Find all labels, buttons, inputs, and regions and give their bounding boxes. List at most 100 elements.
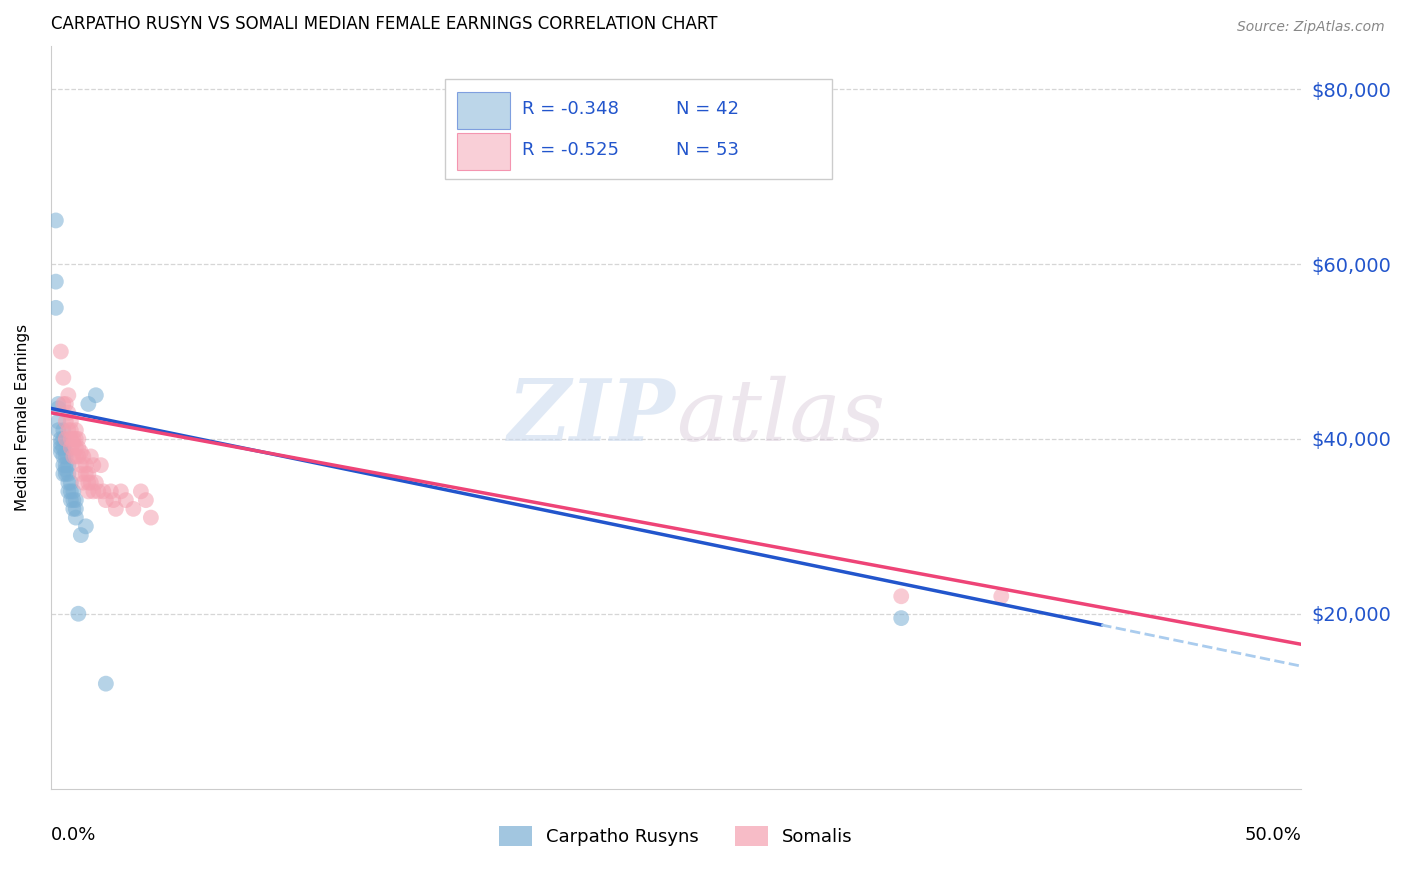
Point bbox=[52, 423, 75, 437]
Point bbox=[62, 493, 84, 508]
Point bbox=[46, 414, 69, 428]
Point bbox=[72, 475, 94, 490]
Point bbox=[75, 519, 97, 533]
Point bbox=[67, 607, 90, 621]
Y-axis label: Median Female Earnings: Median Female Earnings bbox=[15, 324, 30, 510]
Point bbox=[67, 450, 90, 464]
Point bbox=[59, 423, 82, 437]
Text: 0.0%: 0.0% bbox=[51, 826, 96, 844]
Point bbox=[82, 484, 104, 499]
Point bbox=[49, 441, 72, 455]
Text: CARPATHO RUSYN VS SOMALI MEDIAN FEMALE EARNINGS CORRELATION CHART: CARPATHO RUSYN VS SOMALI MEDIAN FEMALE E… bbox=[51, 15, 717, 33]
Point bbox=[55, 445, 77, 459]
Point bbox=[59, 432, 82, 446]
Point bbox=[65, 493, 87, 508]
Point bbox=[59, 484, 82, 499]
Point bbox=[49, 432, 72, 446]
Text: R = -0.348: R = -0.348 bbox=[522, 100, 619, 118]
Point bbox=[58, 467, 80, 481]
Point bbox=[59, 441, 82, 455]
Point bbox=[46, 397, 69, 411]
Point bbox=[70, 458, 93, 472]
Point bbox=[55, 397, 77, 411]
Point bbox=[58, 484, 80, 499]
Point bbox=[890, 611, 912, 625]
Point bbox=[62, 436, 84, 450]
Text: atlas: atlas bbox=[676, 376, 886, 458]
Point bbox=[75, 467, 97, 481]
Text: R = -0.525: R = -0.525 bbox=[522, 141, 619, 159]
Point bbox=[52, 467, 75, 481]
Point bbox=[59, 414, 82, 428]
Point bbox=[55, 414, 77, 428]
Point bbox=[67, 441, 90, 455]
Point bbox=[52, 397, 75, 411]
Point bbox=[59, 475, 82, 490]
Point bbox=[65, 501, 87, 516]
Point bbox=[122, 501, 145, 516]
Point bbox=[59, 493, 82, 508]
Point bbox=[65, 432, 87, 446]
Point bbox=[70, 467, 93, 481]
Point bbox=[135, 493, 157, 508]
Point bbox=[77, 484, 100, 499]
Text: ZIP: ZIP bbox=[508, 376, 676, 458]
Point bbox=[87, 484, 110, 499]
Point bbox=[55, 467, 77, 481]
Point bbox=[55, 462, 77, 476]
Point bbox=[93, 484, 115, 499]
Point bbox=[65, 423, 87, 437]
Point bbox=[52, 450, 75, 464]
Point bbox=[84, 475, 107, 490]
Point bbox=[77, 475, 100, 490]
Point bbox=[45, 301, 67, 315]
FancyBboxPatch shape bbox=[457, 133, 510, 169]
Point bbox=[77, 467, 100, 481]
Point bbox=[139, 510, 162, 524]
Point bbox=[129, 484, 152, 499]
Point bbox=[62, 484, 84, 499]
Point bbox=[94, 493, 117, 508]
Point bbox=[62, 501, 84, 516]
Point bbox=[45, 275, 67, 289]
Text: N = 53: N = 53 bbox=[676, 141, 740, 159]
FancyBboxPatch shape bbox=[457, 93, 510, 128]
Text: Source: ZipAtlas.com: Source: ZipAtlas.com bbox=[1237, 20, 1385, 34]
Point bbox=[58, 388, 80, 402]
Point bbox=[46, 401, 69, 416]
Point bbox=[58, 458, 80, 472]
Point bbox=[58, 406, 80, 420]
Point bbox=[890, 589, 912, 603]
Point bbox=[49, 445, 72, 459]
Point bbox=[65, 510, 87, 524]
Point bbox=[67, 432, 90, 446]
Point bbox=[90, 458, 112, 472]
Point bbox=[46, 423, 69, 437]
Point bbox=[65, 441, 87, 455]
Point bbox=[103, 493, 125, 508]
Point bbox=[58, 475, 80, 490]
Point bbox=[77, 397, 100, 411]
Legend: Carpatho Rusyns, Somalis: Carpatho Rusyns, Somalis bbox=[499, 825, 853, 847]
Point bbox=[110, 484, 132, 499]
Text: N = 42: N = 42 bbox=[676, 100, 740, 118]
Point bbox=[52, 458, 75, 472]
Point bbox=[52, 432, 75, 446]
Point bbox=[49, 436, 72, 450]
Point bbox=[70, 528, 93, 542]
Point bbox=[49, 344, 72, 359]
Point bbox=[104, 501, 127, 516]
Text: 50.0%: 50.0% bbox=[1244, 826, 1302, 844]
Point bbox=[100, 484, 122, 499]
Point bbox=[94, 676, 117, 690]
Point bbox=[58, 423, 80, 437]
Point bbox=[52, 441, 75, 455]
Point bbox=[84, 388, 107, 402]
Point bbox=[62, 450, 84, 464]
Point bbox=[115, 493, 138, 508]
Point bbox=[75, 458, 97, 472]
Point bbox=[990, 589, 1012, 603]
Point bbox=[65, 450, 87, 464]
Point bbox=[55, 432, 77, 446]
Point bbox=[55, 458, 77, 472]
